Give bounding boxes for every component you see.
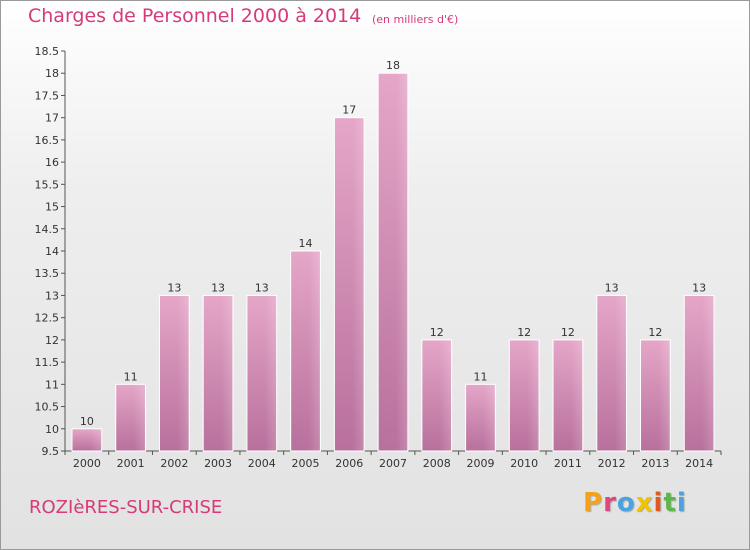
bar-highlight: [203, 295, 233, 451]
x-tick-label: 2008: [423, 457, 451, 470]
x-tick-label: 2010: [510, 457, 538, 470]
bar-highlight: [290, 251, 321, 451]
bar-data-label: 13: [692, 281, 706, 294]
x-tick-label: 2004: [248, 457, 276, 470]
logo-letter: o: [616, 488, 636, 518]
bar-highlight: [334, 117, 365, 452]
bar-highlight: [159, 295, 190, 451]
bar-data-label: 13: [211, 281, 225, 294]
bars: 10 11 13 13 13 14 17 18 12 11 12 12 13 12 13: [71, 59, 715, 452]
x-tick-label: 2012: [598, 457, 626, 470]
y-tick-label: 12.5: [35, 312, 60, 325]
bar-highlight: [465, 384, 496, 451]
proxiti-logo[interactable]: Proxiti: [583, 488, 687, 518]
bar-data-label: 14: [299, 237, 313, 250]
y-tick-label: 18: [45, 67, 59, 80]
logo-letter: i: [676, 488, 687, 518]
bar-highlight: [115, 384, 146, 451]
x-tick-label: 2011: [554, 457, 582, 470]
y-tick-label: 14.5: [35, 223, 60, 236]
x-tick-label: 2002: [160, 457, 188, 470]
y-tick-label: 9.5: [42, 445, 60, 458]
logo-letter: i: [653, 488, 664, 518]
x-tick-label: 2005: [292, 457, 320, 470]
y-tick-label: 16.5: [35, 134, 60, 147]
bar-data-label: 11: [124, 370, 138, 383]
bar-data-label: 13: [605, 281, 619, 294]
x-tick-label: 2007: [379, 457, 407, 470]
bar-highlight: [378, 73, 408, 451]
bar-data-label: 18: [386, 59, 400, 72]
y-tick-label: 17: [45, 112, 59, 125]
y-tick-label: 14: [45, 245, 59, 258]
chart-title: Charges de Personnel 2000 à 2014: [28, 5, 362, 27]
x-tick-label: 2003: [204, 457, 232, 470]
y-axis: 9.5 10 10.5 11 11.5 12 12.5 13 13.5 14 14.5 15 15.5 1…: [35, 45, 66, 458]
y-tick-label: 16: [45, 156, 59, 169]
bar-data-label: 12: [561, 326, 575, 339]
bar-highlight: [509, 339, 540, 451]
chart-subtitle: (en milliers d'€): [372, 13, 459, 26]
bar-data-label: 12: [430, 326, 444, 339]
x-tick-label: 2009: [466, 457, 494, 470]
x-tick-label: 2013: [641, 457, 669, 470]
x-tick-label: 2001: [117, 457, 145, 470]
y-tick-label: 11: [45, 378, 59, 391]
bar-highlight: [640, 339, 671, 451]
y-tick-label: 15: [45, 201, 59, 214]
bar-data-label: 12: [517, 326, 531, 339]
y-tick-label: 13: [45, 289, 59, 302]
y-tick-label: 12: [45, 334, 59, 347]
logo-letter: t: [663, 488, 677, 518]
x-tick-label: 2014: [685, 457, 713, 470]
x-axis: 2000 2001 2002 2003 2004 2005 2006 2007 2008 2009…: [64, 450, 722, 470]
town-name: ROZIèRES-SUR-CRISE: [29, 497, 223, 518]
logo-letter: x: [635, 488, 654, 518]
logo-letter: P: [583, 488, 604, 518]
bar-highlight: [553, 339, 583, 451]
y-tick-label: 18.5: [35, 45, 60, 58]
y-tick-label: 17.5: [35, 89, 60, 102]
bar-data-label: 11: [473, 370, 487, 383]
bar-highlight: [421, 339, 452, 451]
bar-highlight: [596, 295, 627, 451]
bar-data-label: 13: [167, 281, 181, 294]
bar-data-label: 12: [648, 326, 662, 339]
x-tick-label: 2000: [73, 457, 101, 470]
y-tick-label: 15.5: [35, 178, 60, 191]
y-tick-label: 11.5: [35, 356, 60, 369]
bar-data-label: 10: [80, 415, 94, 428]
y-tick-label: 10: [45, 423, 59, 436]
bar-highlight: [71, 428, 102, 451]
bar-data-label: 13: [255, 281, 269, 294]
logo-letter: r: [603, 488, 617, 518]
bar-data-label: 17: [342, 104, 356, 117]
y-tick-label: 13.5: [35, 267, 60, 280]
bar-highlight: [246, 295, 277, 451]
bar-highlight: [684, 295, 715, 451]
y-tick-label: 10.5: [35, 401, 60, 414]
x-tick-label: 2006: [335, 457, 363, 470]
